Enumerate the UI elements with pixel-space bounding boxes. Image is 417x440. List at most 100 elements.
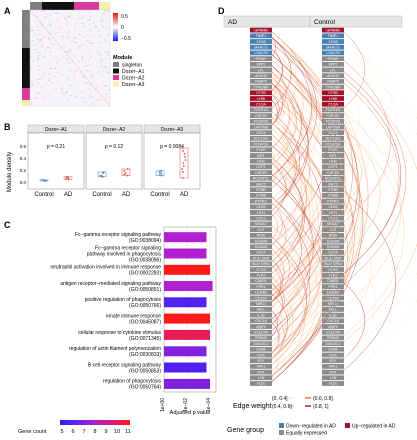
- gene-node: [250, 170, 272, 175]
- gene-node: [322, 289, 344, 295]
- gene-node: [250, 215, 272, 221]
- gene-node: [322, 73, 344, 79]
- heatmap-cell: [88, 59, 90, 61]
- gene-node: [322, 272, 344, 278]
- module-legend-swatch-dozer-a2: [113, 75, 119, 80]
- heatmap-cell: [54, 32, 57, 34]
- heatmap-cell: [37, 92, 40, 94]
- gene-node: [250, 27, 272, 33]
- gene-node: [250, 96, 272, 101]
- heatmap-cell: [81, 91, 84, 93]
- gene-node: [322, 101, 344, 107]
- xlabel-ad-2: AD: [122, 192, 131, 198]
- heatmap-cell: [37, 69, 40, 71]
- heatmap-cell: [91, 96, 94, 97]
- gene-node-label: SELL: [329, 308, 338, 312]
- gene-node-label: LILRB2: [327, 291, 339, 295]
- gene-node: [322, 318, 344, 324]
- gene-node: [322, 33, 344, 39]
- panel-c-go-enrichment: Fc−gamma receptor signaling pathway (GO:0…: [18, 226, 217, 435]
- gene-node-label: FPR1: [256, 285, 265, 289]
- heatmap-cell: [106, 26, 108, 28]
- gene-count-legend-title: Gene count: [18, 429, 47, 435]
- gene-node-label: CTSS: [328, 268, 338, 272]
- gene-node: [250, 67, 272, 73]
- heatmap-cell: [87, 52, 90, 54]
- heatmap-cell: [101, 19, 104, 21]
- panel-c-xtick: 1e−04: [206, 398, 212, 412]
- heatmap-cell: [89, 16, 92, 18]
- heatmap-cell: [66, 51, 69, 53]
- network-edge: [269, 212, 319, 378]
- gene-node: [250, 238, 272, 244]
- heatmap-cell: [65, 51, 68, 53]
- module-annotation-left-singleton: [22, 10, 30, 48]
- panel-b-ylabel: Module density: [7, 152, 13, 192]
- heatmap-cell: [65, 91, 68, 93]
- heatmap-cell: [81, 58, 84, 60]
- heatmap-cell: [107, 71, 110, 73]
- heatmap-cell: [37, 58, 40, 60]
- heatmap-cell: [34, 34, 37, 36]
- colorbar-tick-mid: 0: [121, 25, 124, 31]
- heatmap-cell: [64, 45, 67, 47]
- heatmap-cell: [61, 87, 64, 89]
- go-term-label: Fc−gamma receptor signaling pathway: [75, 232, 162, 238]
- heatmap-cell: [88, 83, 91, 85]
- network-edge: [269, 121, 289, 185]
- network-edge: [269, 69, 278, 99]
- gene-count-tick: 8: [93, 429, 96, 435]
- gene-node-label: SLC11A1: [325, 137, 340, 141]
- gene-node: [322, 244, 344, 250]
- heatmap-cell: [52, 76, 55, 78]
- gene-node: [250, 352, 272, 358]
- heatmap-cell: [36, 16, 39, 18]
- panel-b-ytick-1: 0.4: [20, 156, 27, 161]
- network-edge: [341, 69, 407, 287]
- gene-node-label: FCGR3A: [254, 120, 269, 124]
- gene-node-label: TYROBP: [254, 85, 269, 89]
- network-edge: [269, 64, 346, 321]
- heatmap-cell: [51, 43, 54, 45]
- network-edge: [269, 126, 295, 213]
- gene-node: [250, 250, 272, 255]
- density-point: [184, 159, 187, 161]
- gene-node-label: SLC11A1: [253, 137, 268, 141]
- heatmap-cell: [95, 86, 98, 87]
- gene-node: [322, 90, 344, 96]
- enrichment-bar: [164, 362, 207, 373]
- gene-node: [322, 50, 344, 56]
- gene-node-label: PLEK: [328, 148, 338, 152]
- heatmap-cell: [105, 97, 108, 99]
- network-edge: [269, 155, 317, 316]
- gene-node: [250, 335, 272, 341]
- go-term-label: Fc−gamma receptor signaling: [95, 245, 161, 251]
- gene-node: [322, 324, 344, 329]
- heatmap-cell: [101, 21, 104, 22]
- heatmap-cell: [56, 31, 59, 33]
- gene-node: [322, 238, 344, 244]
- gene-node-label: SELL: [257, 308, 266, 312]
- heatmap-cell: [89, 84, 92, 86]
- gene-node: [250, 141, 272, 147]
- heatmap-cell: [62, 39, 65, 41]
- facet-panel-3: [143, 132, 201, 190]
- panel-letter-d: D: [218, 6, 225, 16]
- gene-node: [250, 267, 272, 272]
- gene-node: [250, 369, 272, 375]
- gene-node-label: LCP1: [257, 165, 266, 169]
- go-term-label: (GO:0071345): [129, 336, 161, 342]
- gene-node: [322, 278, 344, 284]
- network-edge: [269, 52, 345, 304]
- heatmap-cell: [37, 65, 40, 67]
- network-edge: [269, 212, 278, 242]
- gene-node: [322, 124, 344, 130]
- heatmap-cell: [99, 54, 101, 56]
- heatmap-cell: [38, 54, 41, 56]
- gene-node-label: CYBB: [328, 194, 338, 198]
- heatmap-cell: [66, 24, 69, 26]
- density-point: [182, 162, 185, 164]
- module-annotation-left-dozer-a2: [22, 88, 30, 100]
- heatmap-cell: [57, 48, 60, 49]
- gene-node: [322, 255, 344, 261]
